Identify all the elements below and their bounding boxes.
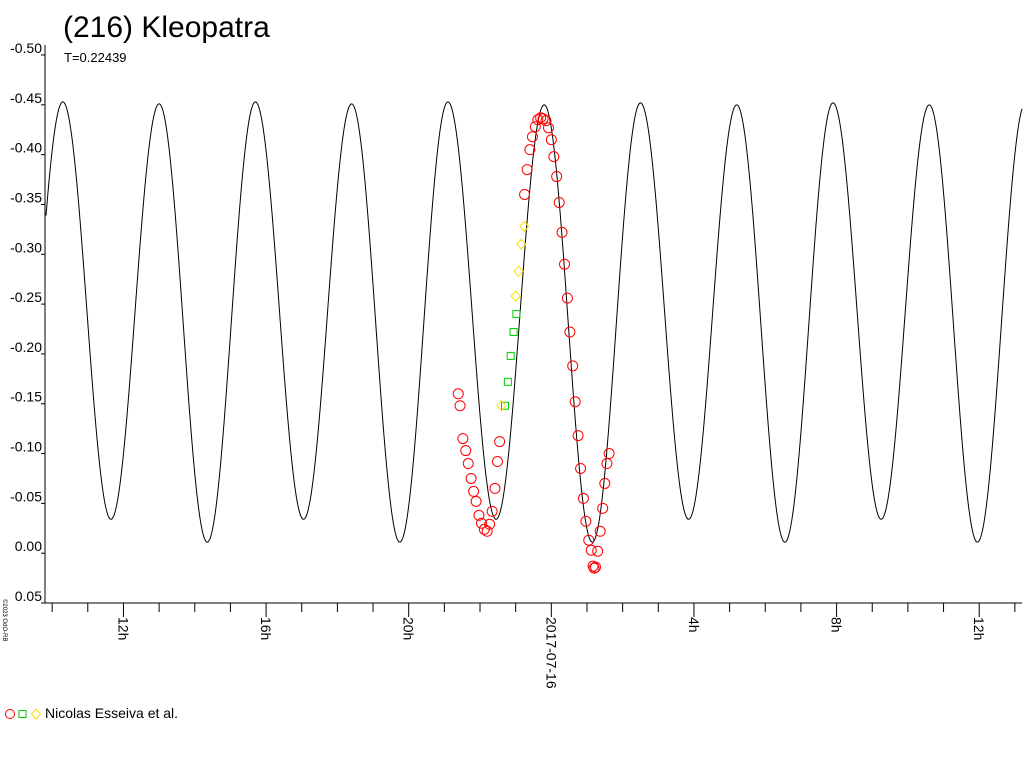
data-point-circle — [532, 114, 544, 126]
data-point-circle — [564, 326, 576, 338]
y-tick-label: -0.50 — [10, 40, 42, 56]
chart-title: (216) Kleopatra — [63, 11, 270, 44]
data-point-circle — [465, 472, 477, 484]
legend-label: Nicolas Esseiva et al. — [45, 705, 179, 721]
data-point-circle — [601, 458, 613, 470]
data-point-circle — [457, 433, 469, 445]
x-tick-label: 12h — [115, 617, 131, 640]
y-tick-label: -0.45 — [10, 90, 42, 106]
data-point-circle — [603, 448, 615, 460]
y-tick-label: 0.00 — [15, 538, 42, 554]
x-axis: 12h 16h 20h 2017-07-16 4h 8h 12h — [45, 602, 1022, 689]
y-tick-label: -0.30 — [10, 239, 42, 255]
legend-square-marker — [18, 710, 27, 718]
data-point-square — [506, 351, 515, 360]
data-point-circle — [491, 456, 503, 468]
data-point-circle — [580, 515, 592, 527]
y-tick-label: -0.15 — [10, 389, 42, 405]
model-lightcurve — [45, 101, 1023, 543]
x-tick-label: 8h — [829, 617, 845, 633]
chart-subtitle: T=0.22439 — [64, 50, 127, 65]
data-point-circle — [529, 121, 541, 133]
y-tick-label: -0.20 — [10, 339, 42, 355]
data-point-circle — [489, 482, 501, 494]
data-point-circle — [462, 458, 474, 470]
y-tick-label: -0.05 — [10, 488, 42, 504]
data-point-circle — [553, 196, 565, 208]
legend: Nicolas Esseiva et al. — [2, 704, 178, 722]
y-tick-label: -0.10 — [10, 439, 42, 455]
data-point-diamond — [510, 290, 521, 302]
data-point-circle — [481, 525, 493, 537]
y-tick-label: -0.25 — [10, 289, 42, 305]
data-point-circle — [561, 292, 573, 304]
data-point-circle — [572, 430, 584, 442]
legend-circle-marker — [5, 709, 15, 719]
data-point-circle — [521, 164, 533, 176]
y-tick-label: 0.05 — [15, 588, 42, 604]
data-point-circle — [526, 131, 538, 143]
data-point-square — [512, 310, 521, 319]
plot-area — [45, 101, 1023, 574]
x-tick-label: 16h — [258, 617, 274, 640]
data-point-circle — [590, 561, 602, 573]
y-tick-label: -0.40 — [10, 140, 42, 156]
data-point-circle — [475, 517, 487, 529]
y-tick-label: -0.35 — [10, 189, 42, 205]
data-point-diamond — [519, 220, 530, 233]
data-point-circle — [594, 525, 606, 537]
data-point-square — [500, 401, 509, 410]
x-tick-label: 12h — [971, 617, 987, 640]
data-point-circle — [484, 518, 496, 530]
data-point-circle — [545, 134, 557, 146]
data-point-circle — [577, 492, 589, 504]
x-tick-label: 2017-07-16 — [543, 617, 559, 689]
data-point-square — [509, 327, 518, 336]
data-point-diamond — [513, 265, 524, 277]
data-point-circle — [597, 502, 609, 514]
data-point-circle — [556, 226, 568, 238]
data-point-circle — [542, 122, 554, 134]
copyright-notice: ©2023 OdO-RB — [1, 599, 7, 642]
legend-markers — [5, 708, 42, 720]
data-point-circle — [454, 400, 466, 412]
data-point-circle — [486, 505, 498, 517]
x-tick-label: 20h — [401, 617, 417, 640]
data-point-circle — [468, 485, 480, 497]
legend-diamond-marker — [30, 708, 42, 720]
lightcurve-plot: -0.50 -0.45 -0.40 -0.35 -0.30 -0.25 -0.20 -0.15… — [10, 40, 1023, 689]
y-axis: -0.50 -0.45 -0.40 -0.35 -0.30 -0.25 -0.20 -0.15… — [10, 40, 46, 604]
data-point-circle — [548, 151, 560, 163]
data-point-circle — [551, 171, 563, 183]
data-point-diamond — [496, 399, 507, 412]
data-point-circle — [524, 144, 536, 156]
data-point-square — [503, 377, 512, 386]
data-point-circle — [452, 388, 464, 400]
data-point-circle — [567, 360, 579, 372]
data-point-circle — [592, 545, 604, 557]
x-tick-label: 4h — [686, 617, 702, 633]
data-point-circle — [569, 396, 581, 408]
data-point-circle — [540, 115, 552, 127]
data-point-circle — [473, 509, 485, 521]
data-point-circle — [460, 445, 472, 457]
data-point-circle — [583, 534, 595, 546]
data-point-circle — [494, 436, 506, 448]
data-point-circle — [588, 562, 600, 574]
data-point-diamond — [516, 238, 527, 251]
data-point-circle — [537, 113, 549, 125]
data-point-circle — [470, 495, 482, 507]
data-point-circle — [585, 544, 597, 556]
data-point-circle — [575, 462, 587, 474]
data-point-circle — [519, 188, 531, 200]
data-point-circle — [599, 477, 611, 489]
data-point-circle — [559, 258, 571, 270]
